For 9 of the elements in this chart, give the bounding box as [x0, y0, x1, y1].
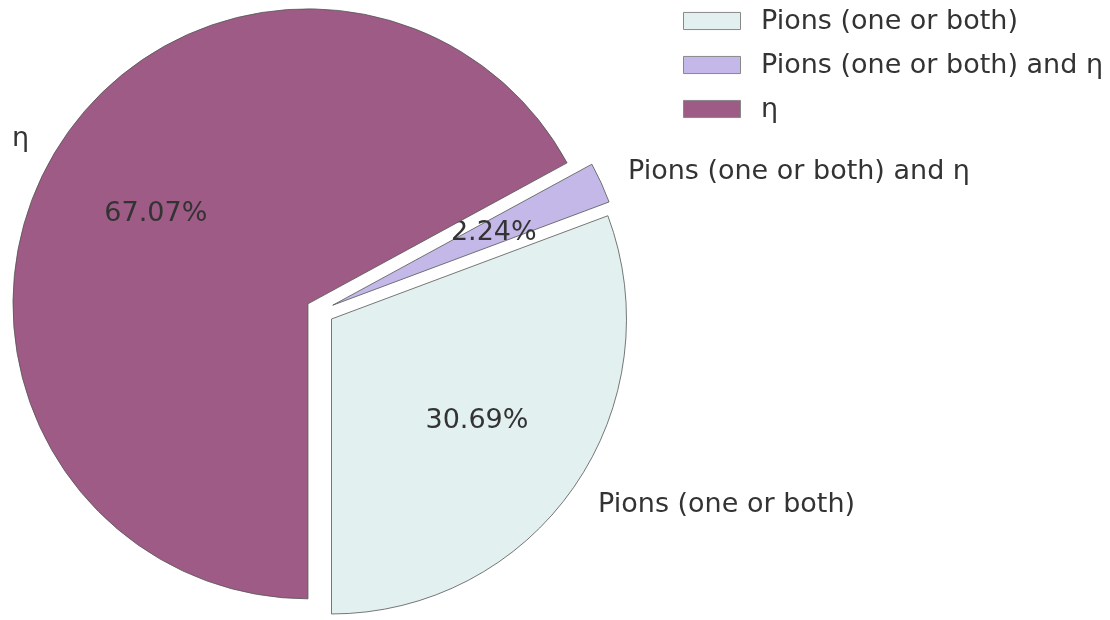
legend-label: Pions (one or both) [761, 4, 1018, 35]
data-label: 30.69% [425, 402, 529, 434]
slice-label: η [11, 121, 30, 153]
data-label: 2.24% [450, 214, 537, 246]
slice-label: Pions (one or both) [598, 486, 856, 518]
legend-label: η [761, 92, 779, 123]
legend-label: Pions (one or both) and η [761, 48, 1103, 79]
data-label: 67.07% [104, 196, 208, 228]
slice-label: Pions (one or both) and η [627, 153, 970, 185]
